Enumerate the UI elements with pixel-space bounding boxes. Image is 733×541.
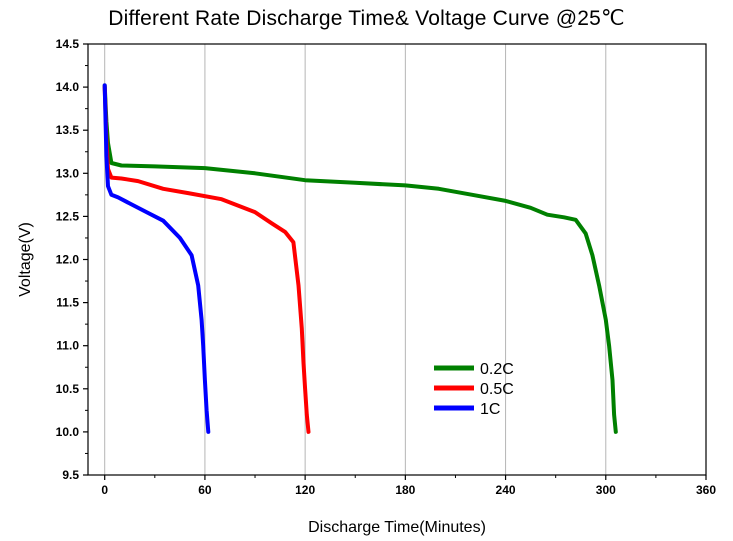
y-tick-label: 10.5 [56, 382, 80, 396]
y-tick-label: 11.5 [56, 296, 79, 310]
x-tick-label: 60 [198, 483, 212, 497]
y-axis-label: Voltage(V) [17, 222, 34, 297]
legend: 0.2C 0.5C 1C [434, 361, 514, 418]
x-tick-label: 240 [496, 483, 516, 497]
y-tick-label: 14.0 [56, 80, 80, 94]
x-axis-label: Discharge Time(Minutes) [308, 519, 486, 536]
y-tick-label: 9.5 [62, 468, 79, 482]
y-tick-label: 14.5 [56, 37, 80, 51]
x-tick-label: 180 [395, 483, 415, 497]
x-tick-label: 120 [295, 483, 315, 497]
y-tick-label: 13.5 [56, 123, 80, 137]
axis-ticks: 0 60 120 180 240 300 360 9.5 10.0 10.5 11.0 11.5 12.… [56, 37, 717, 497]
legend-label: 1C [480, 401, 500, 418]
y-tick-label: 12.5 [56, 209, 80, 223]
chart-title: Different Rate Discharge Time& Voltage C… [108, 7, 625, 30]
x-tick-label: 300 [596, 483, 616, 497]
x-tick-label: 0 [101, 483, 108, 497]
series-lines [102, 83, 618, 434]
legend-label: 0.2C [480, 361, 514, 378]
series-line-1c [102, 83, 211, 434]
y-tick-label: 12.0 [56, 253, 80, 267]
x-tick-label: 360 [696, 483, 716, 497]
legend-label: 0.5C [480, 381, 514, 398]
y-tick-label: 10.0 [56, 425, 80, 439]
grid-lines [104, 44, 607, 475]
series-line-0-5c [102, 85, 311, 434]
y-tick-label: 13.0 [56, 166, 80, 180]
series-line-0-2c [102, 83, 618, 434]
y-tick-label: 11.0 [56, 339, 79, 353]
